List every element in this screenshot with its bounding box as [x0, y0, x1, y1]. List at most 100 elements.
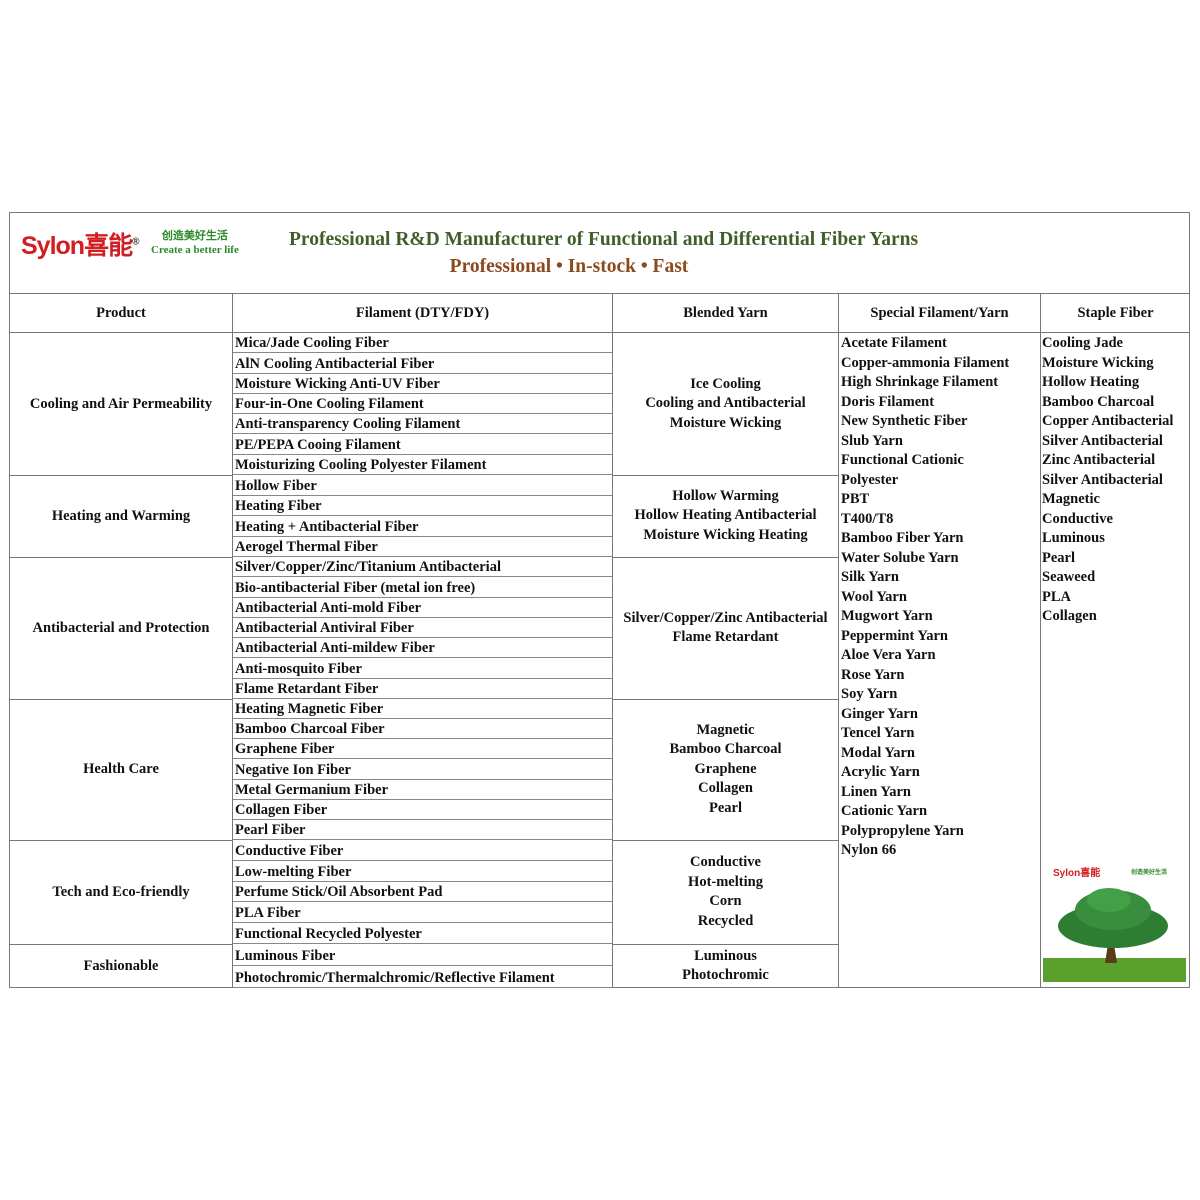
staple-item: PLA: [1042, 588, 1071, 605]
filament-item: Antibacterial Anti-mold Fiber: [233, 598, 612, 618]
filament-list: Luminous Fiber Photochromic/Thermalchromi…: [233, 944, 612, 988]
filament-list: Silver/Copper/Zinc/Titanium Antibacteria…: [233, 557, 612, 699]
blended-item: Hot-melting: [688, 873, 763, 890]
special-item: Cationic Yarn: [841, 803, 928, 819]
category-cell: Fashionable: [83, 957, 159, 974]
category-cell: Antibacterial and Protection: [32, 619, 210, 636]
special-item: New Synthetic Fiber: [841, 413, 968, 429]
filament-item: Heating Fiber: [233, 496, 612, 516]
filament-item: Heating + Antibacterial Fiber: [233, 516, 612, 537]
divider: [9, 475, 232, 476]
special-item: Copper-ammonia Filament: [841, 354, 1010, 371]
column-header: Blended Yarn: [683, 304, 768, 321]
category-cell: Cooling and Air Permeability: [29, 395, 213, 412]
column-header: Filament (DTY/FDY): [355, 304, 490, 321]
filament-item: Flame Retardant Fiber: [233, 679, 612, 699]
filament-item: Silver/Copper/Zinc/Titanium Antibacteria…: [233, 557, 612, 578]
staple-item: Copper Antibacterial: [1042, 413, 1174, 429]
blended-cell: Magnetic Bamboo Charcoal Graphene Collagen P…: [613, 699, 838, 840]
filament-item: Heating Magnetic Fiber: [233, 699, 612, 720]
filament-item: Luminous Fiber: [233, 944, 612, 966]
filament-item: PLA Fiber: [233, 902, 612, 924]
divider: [612, 475, 838, 476]
staple-item: Conductive: [1042, 510, 1113, 527]
divider: [612, 840, 838, 841]
special-item: PBT: [841, 491, 870, 507]
filament-list: Heating Magnetic Fiber Bamboo Charcoal Fi…: [233, 699, 612, 840]
filament-list: Conductive Fiber Low-melting Fiber Perfume…: [233, 840, 612, 944]
staple-item: Luminous: [1042, 530, 1105, 546]
filament-list: Mica/Jade Cooling Fiber AlN Cooling Antib…: [233, 333, 612, 475]
filament-item: Hollow Fiber: [233, 475, 612, 496]
category-cell: Heating and Warming: [51, 507, 191, 524]
special-item: Linen Yarn: [841, 783, 911, 800]
special-item: Water Solube Yarn: [841, 549, 959, 566]
filament-item: Graphene Fiber: [233, 739, 612, 760]
staple-item: Hollow Heating: [1042, 374, 1140, 390]
filament-item: Four-in-One Cooling Filament: [233, 394, 612, 415]
special-item: High Shrinkage Filament: [841, 374, 999, 390]
blended-item: Cooling and Antibacterial: [645, 395, 806, 412]
staple-item: Collagen: [1042, 608, 1097, 624]
blended-item: Magnetic: [696, 721, 755, 738]
special-item: Acrylic Yarn: [841, 764, 920, 780]
page-subtitle: Professional • In-stock • Fast: [449, 256, 689, 277]
blended-cell: Luminous Photochromic: [613, 944, 838, 988]
divider: [1040, 293, 1041, 988]
special-item: Mugwort Yarn: [841, 608, 933, 624]
divider: [9, 293, 1190, 294]
filament-item: Collagen Fiber: [233, 800, 612, 820]
blended-item: Hollow Warming: [672, 487, 779, 504]
staple-item: Bamboo Charcoal: [1042, 393, 1155, 410]
special-item: T400/T8: [841, 510, 894, 527]
staple-item: Zinc Antibacterial: [1042, 452, 1156, 468]
staple-item: Silver Antibacterial: [1042, 432, 1163, 449]
filament-item: Metal Germanium Fiber: [233, 780, 612, 800]
filament-item: Anti-transparency Cooling Filament: [233, 414, 612, 435]
category-cell: Tech and Eco-friendly: [52, 883, 190, 900]
staple-item: Silver Antibacterial: [1042, 471, 1163, 488]
blended-item: Luminous: [694, 947, 757, 964]
filament-item: Functional Recycled Polyester: [233, 923, 612, 944]
slogan: 创造美好生活 Create a better life: [151, 229, 239, 257]
filament-item: Pearl Fiber: [233, 820, 612, 840]
special-item: Slub Yarn: [841, 432, 903, 449]
special-item: Ginger Yarn: [841, 705, 918, 722]
filament-item: Moisturizing Cooling Polyester Filament: [233, 455, 612, 475]
divider: [612, 699, 838, 700]
staple-item: Pearl: [1042, 549, 1076, 566]
special-item: Polyester: [841, 471, 899, 488]
special-item: Silk Yarn: [841, 569, 899, 585]
special-item: Soy Yarn: [841, 686, 898, 702]
blended-item: Moisture Wicking: [669, 414, 782, 431]
filament-item: Antibacterial Anti-mildew Fiber: [233, 638, 612, 659]
blended-cell: Hollow Warming Hollow Heating Antibacteri…: [613, 475, 838, 557]
special-item: Nylon 66: [841, 842, 897, 858]
special-list: Acetate Filament Copper-ammonia Filament H…: [841, 334, 1009, 861]
filament-item: Bio-antibacterial Fiber (metal ion free): [233, 577, 612, 598]
filament-item: Aerogel Thermal Fiber: [233, 537, 612, 557]
registered-mark: ®: [132, 236, 139, 248]
blended-item: Silver/Copper/Zinc Antibacterial: [623, 609, 828, 626]
blended-item: Recycled: [697, 912, 754, 929]
page-title: Professional R&D Manufacturer of Functio…: [289, 229, 919, 250]
blended-item: Flame Retardant: [672, 629, 779, 645]
divider: [9, 557, 232, 558]
blended-item: Moisture Wicking Heating: [643, 526, 808, 543]
special-item: Rose Yarn: [841, 666, 905, 683]
slogan-cn: 创造美好生活: [161, 230, 228, 242]
special-item: Aloe Vera Yarn: [841, 647, 936, 663]
staple-item: Cooling Jade: [1042, 335, 1123, 351]
blended-item: Hollow Heating Antibacterial: [634, 507, 817, 524]
special-item: Modal Yarn: [841, 744, 915, 761]
filament-item: Moisture Wicking Anti-UV Fiber: [233, 374, 612, 394]
staple-item: Moisture Wicking: [1042, 354, 1154, 371]
blended-cell: Ice Cooling Cooling and Antibacterial Mois…: [613, 333, 838, 475]
column-header: Product: [96, 304, 146, 321]
blended-cell: Silver/Copper/Zinc Antibacterial Flame Re…: [613, 557, 838, 699]
special-item: Tencel Yarn: [841, 725, 915, 741]
category-cell: Health Care: [83, 761, 159, 777]
blended-item: Photochromic: [682, 967, 769, 983]
divider: [612, 293, 613, 988]
filament-item: AlN Cooling Antibacterial Fiber: [233, 353, 612, 374]
